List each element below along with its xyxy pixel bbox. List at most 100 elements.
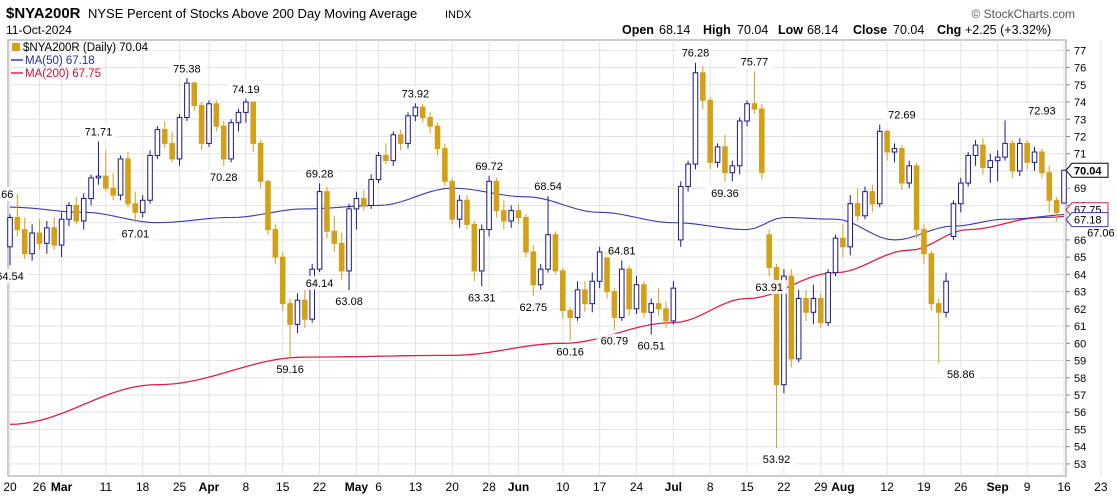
candle-body-down bbox=[869, 191, 876, 205]
candle bbox=[862, 186, 868, 220]
x-tick-label: Apr bbox=[199, 480, 220, 494]
candle bbox=[265, 179, 271, 235]
annotation-bg bbox=[205, 170, 242, 185]
candle-body-up bbox=[316, 191, 323, 270]
candle bbox=[736, 117, 743, 175]
candle-body-up bbox=[1031, 151, 1038, 163]
candle-body-up bbox=[729, 165, 736, 174]
annotation-bg bbox=[883, 107, 920, 122]
last-value-tag-close: 70.04 bbox=[1065, 162, 1109, 178]
candle bbox=[73, 196, 80, 225]
x-tick-label: 20 bbox=[3, 480, 17, 494]
candle bbox=[80, 193, 87, 230]
candle-body-up bbox=[478, 229, 485, 272]
exchange-label: INDX bbox=[445, 9, 472, 21]
candle-body-down bbox=[442, 148, 448, 182]
candle-body-down bbox=[169, 142, 175, 160]
y-tick-label: 54 bbox=[1074, 442, 1086, 454]
candle-body-down bbox=[14, 217, 21, 231]
candle bbox=[250, 101, 257, 153]
candle bbox=[795, 289, 802, 363]
annotation-label: 60.51 bbox=[637, 341, 665, 353]
axes: 5354555657585960616263646566676869707172… bbox=[3, 45, 1109, 494]
candle-body-up bbox=[810, 297, 817, 313]
annotation-bg bbox=[227, 81, 264, 96]
candle-body-down bbox=[272, 229, 279, 258]
candle-body-up bbox=[847, 203, 854, 248]
low-label: Low bbox=[778, 23, 803, 37]
x-tick-label: 16 bbox=[1057, 480, 1071, 494]
annotation-label: 53.92 bbox=[763, 454, 791, 466]
candle bbox=[36, 219, 43, 251]
candle-body-up bbox=[66, 204, 72, 220]
candle bbox=[228, 119, 234, 163]
candle-body-down bbox=[397, 134, 404, 144]
annotations: 68.66 64.54 71.71 67.01 75.38 70.28 74.19 59.16… bbox=[0, 45, 1117, 467]
annotation-bg bbox=[331, 294, 368, 309]
x-tick-label: 15 bbox=[740, 480, 754, 494]
candle-body-down bbox=[759, 108, 765, 174]
candle bbox=[110, 172, 116, 201]
annotation-label: 74.19 bbox=[232, 84, 260, 96]
annotation-bg bbox=[515, 299, 552, 314]
symbol-title: $NYA200R bbox=[6, 5, 81, 22]
candle bbox=[427, 112, 433, 134]
candle-body-up bbox=[58, 218, 65, 246]
ma200-line bbox=[9, 215, 1065, 425]
candle bbox=[279, 251, 286, 311]
candle bbox=[722, 134, 728, 183]
candle-body-down bbox=[980, 144, 986, 169]
annotation-bg bbox=[80, 124, 117, 139]
candle bbox=[235, 108, 242, 132]
candle-body-up bbox=[375, 154, 382, 181]
candle bbox=[419, 103, 426, 123]
annotation-bg bbox=[677, 45, 714, 60]
candle bbox=[810, 284, 817, 325]
annotation-bg bbox=[751, 279, 788, 294]
candle bbox=[641, 281, 647, 318]
candle bbox=[287, 298, 293, 358]
candle bbox=[309, 264, 315, 323]
candle bbox=[832, 234, 839, 277]
x-tick-label: 10 bbox=[556, 480, 570, 494]
candle bbox=[773, 264, 780, 449]
candle bbox=[766, 229, 772, 276]
candle-body-down bbox=[788, 275, 795, 360]
candle bbox=[368, 174, 374, 209]
x-tick-label: 8 bbox=[707, 480, 714, 494]
candle bbox=[1031, 146, 1038, 171]
y-tick-label: 69 bbox=[1074, 183, 1086, 195]
candle-body-down bbox=[213, 103, 220, 127]
candle bbox=[257, 139, 264, 189]
annotation-bg bbox=[603, 243, 640, 258]
candle-body-up bbox=[972, 144, 979, 156]
candle-body-up bbox=[184, 82, 190, 119]
candle-body-up bbox=[88, 177, 94, 200]
candle bbox=[994, 150, 1001, 182]
x-tick-label: 17 bbox=[593, 480, 607, 494]
candle bbox=[589, 272, 596, 313]
candle bbox=[611, 288, 618, 330]
candle bbox=[464, 195, 470, 230]
candle bbox=[759, 103, 765, 180]
candle-body-down bbox=[773, 266, 780, 386]
annotation-label: 60.79 bbox=[601, 336, 629, 348]
annotation-label: 58.86 bbox=[947, 369, 975, 381]
x-tick-label: 26 bbox=[954, 480, 968, 494]
candle bbox=[220, 120, 227, 167]
candle-body-down bbox=[1053, 199, 1060, 213]
annotation-bg bbox=[397, 86, 434, 101]
candle-body-down bbox=[707, 99, 713, 163]
candle-body-down bbox=[626, 268, 632, 310]
candle-body-up bbox=[309, 268, 315, 320]
candle-body-up bbox=[862, 191, 868, 217]
x-tick-label: 6 bbox=[375, 480, 382, 494]
candle-body-down bbox=[530, 251, 537, 286]
annotation-bg bbox=[552, 344, 589, 359]
candle bbox=[928, 250, 935, 311]
candle bbox=[501, 200, 507, 230]
candle bbox=[685, 160, 691, 192]
candle-body-up bbox=[677, 185, 684, 241]
candle-body-down bbox=[655, 303, 662, 310]
